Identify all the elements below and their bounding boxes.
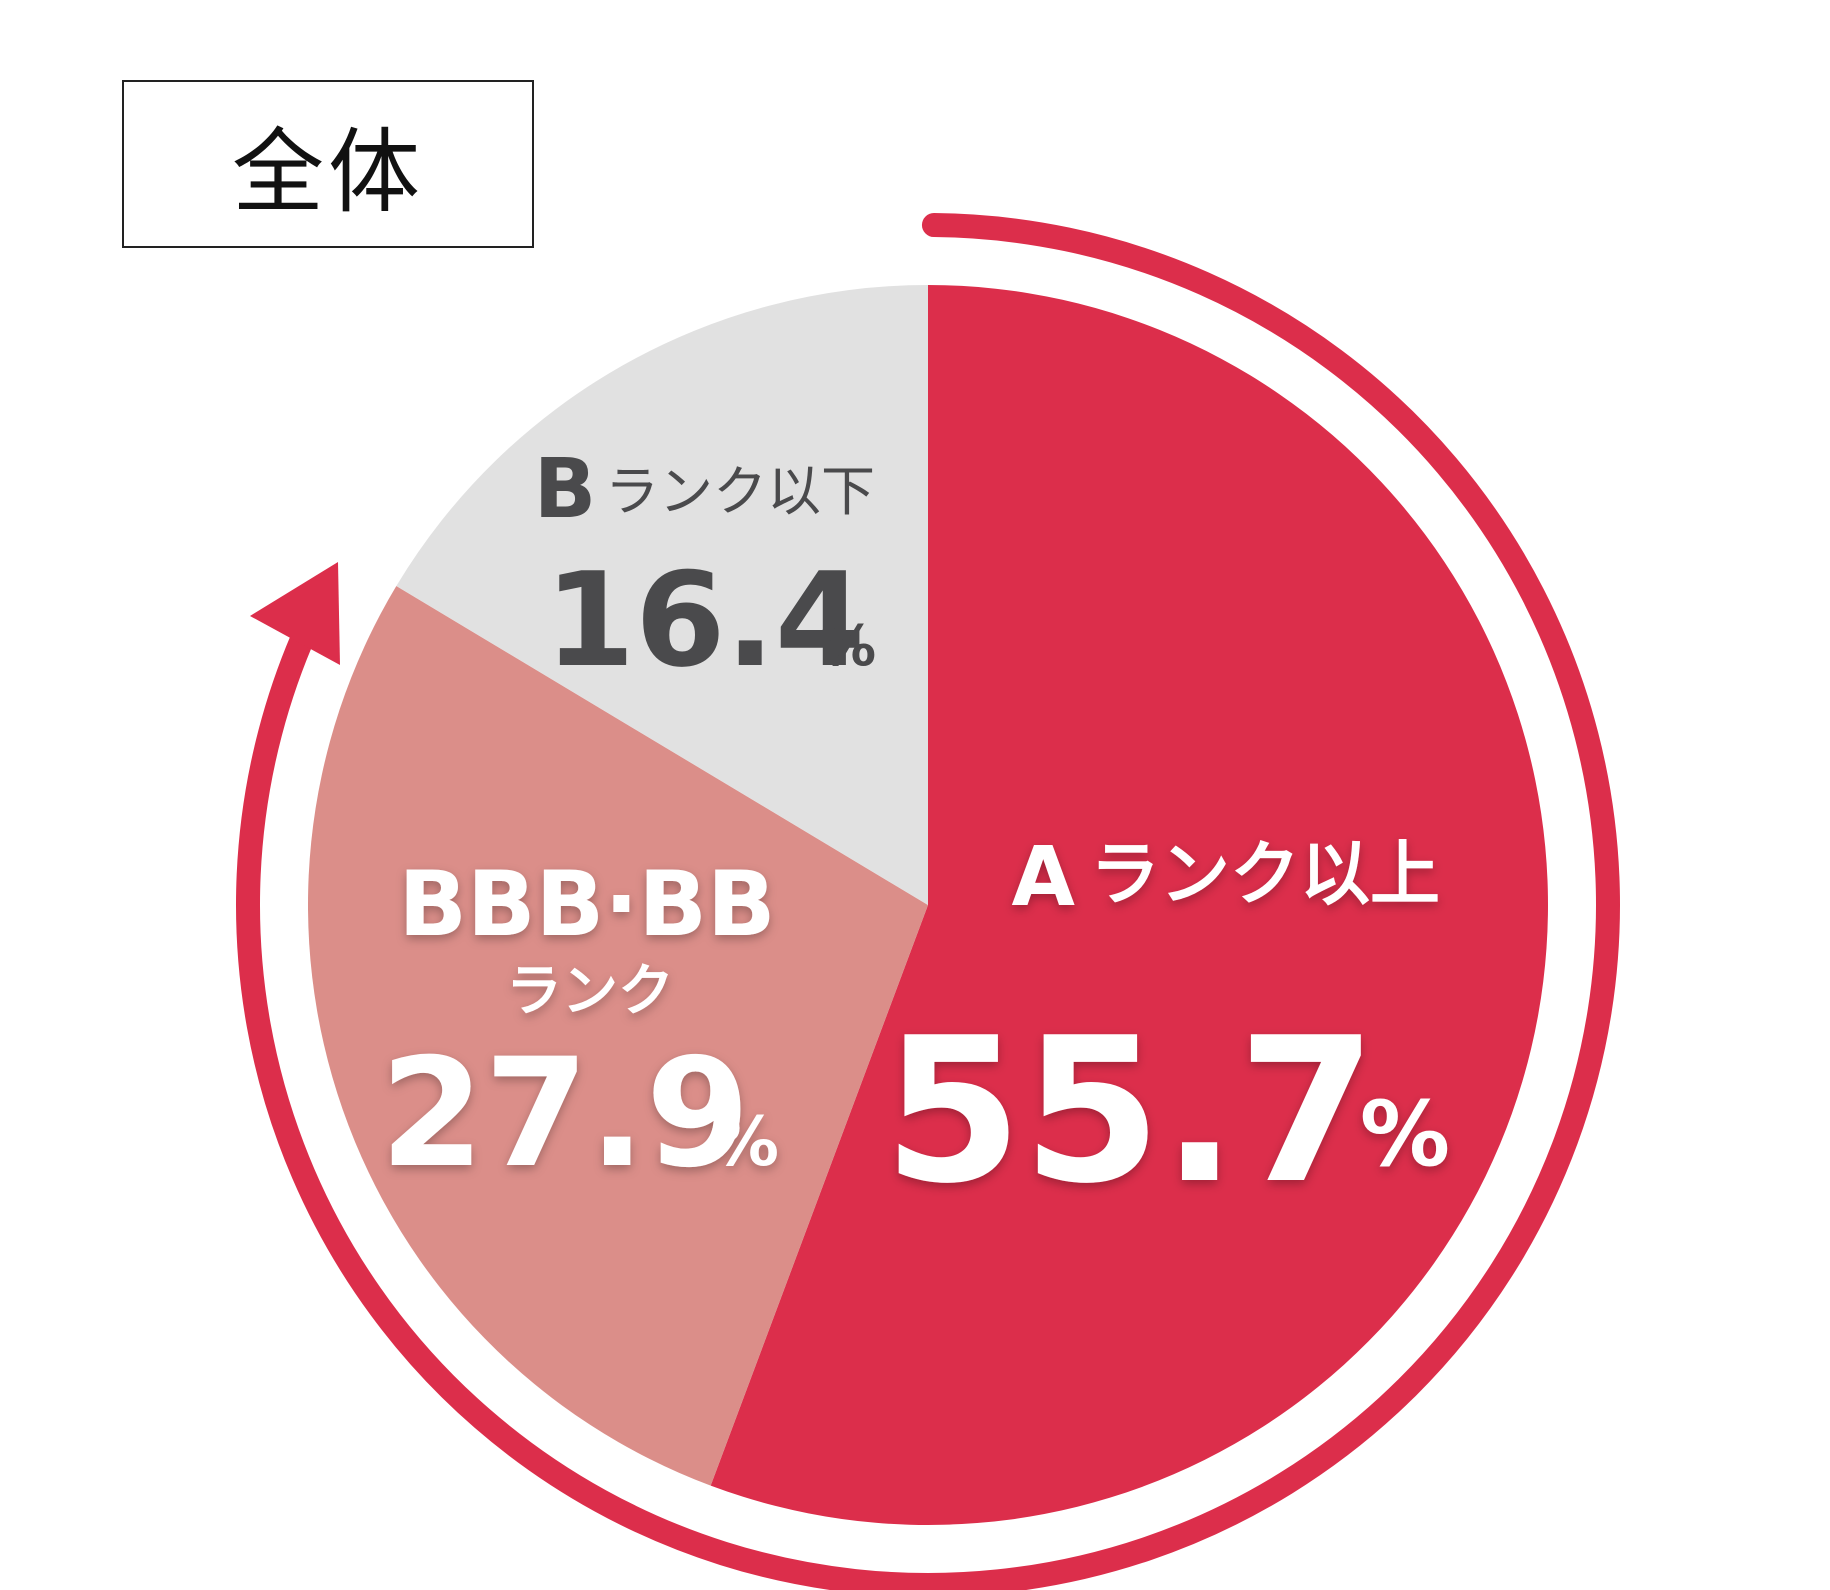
cycle-arrow-arc — [236, 213, 1620, 1590]
chart-title-box: 全体 — [122, 80, 534, 248]
cycle-arrow-head — [250, 562, 340, 665]
slice-bbb-suffix: ランク — [506, 959, 674, 1024]
pie-slice-a — [710, 285, 1549, 1526]
pie-slice-bbb-bb — [307, 586, 928, 1486]
slice-a-unit: % — [1360, 1082, 1450, 1187]
pie-slice-b — [396, 285, 928, 905]
slice-a-value: 55.7 — [883, 995, 1376, 1228]
chart-title: 全体 — [231, 118, 424, 226]
slice-a-suffix: ランク以上 — [1090, 833, 1440, 915]
slice-b-suffix: ランク以下 — [605, 460, 875, 523]
slice-label-bbb: BBB·BB ランク 27.9 % — [380, 852, 779, 1201]
slice-bbb-value: 27.9 — [380, 1027, 750, 1201]
slice-b-rank: B — [534, 442, 597, 537]
slice-bbb-rank: BBB·BB — [398, 852, 775, 957]
slice-b-unit: % — [820, 614, 876, 679]
slice-bbb-unit: % — [711, 1103, 779, 1182]
slice-label-b: B ランク以下 16.4 % — [534, 442, 876, 696]
slice-b-value: 16.4 — [545, 544, 866, 696]
slice-a-rank: A — [1012, 830, 1076, 925]
slice-label-a: A ランク以上 55.7 % — [883, 830, 1450, 1228]
